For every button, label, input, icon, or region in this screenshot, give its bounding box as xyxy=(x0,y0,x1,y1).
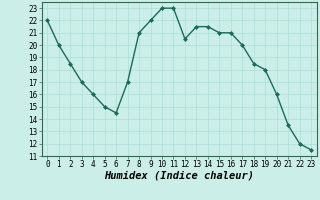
X-axis label: Humidex (Indice chaleur): Humidex (Indice chaleur) xyxy=(104,171,254,181)
